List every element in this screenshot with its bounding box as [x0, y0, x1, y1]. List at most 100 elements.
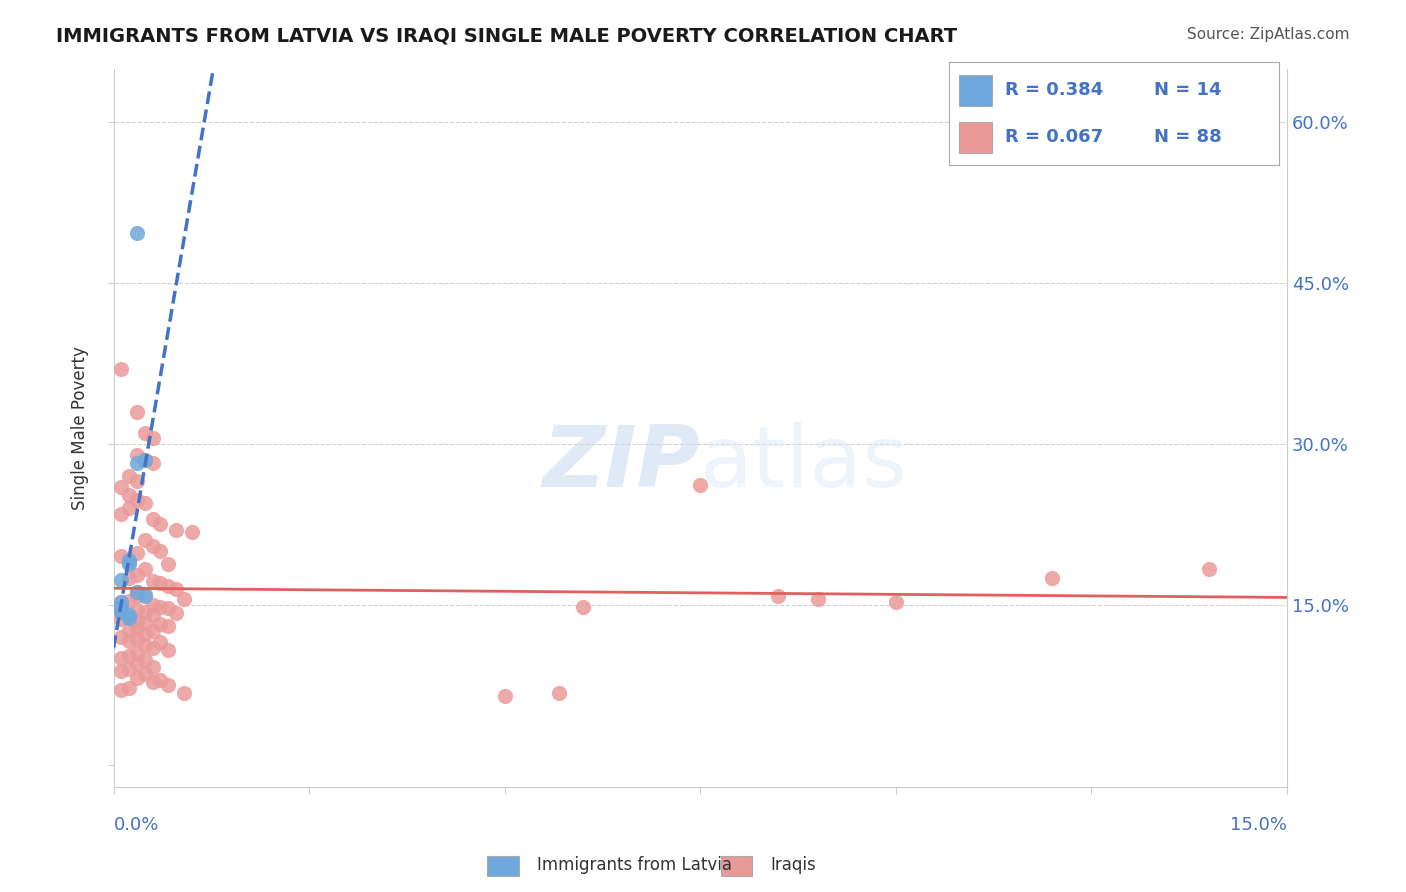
Point [142, 574, 165, 588]
Text: 15.0%: 15.0% [1230, 815, 1286, 834]
Point [110, 683, 132, 698]
Point [118, 594, 141, 608]
Point [125, 492, 148, 507]
Text: Source: ZipAtlas.com: Source: ZipAtlas.com [1187, 27, 1350, 42]
Point [110, 595, 132, 609]
Point [134, 626, 156, 640]
Point [149, 616, 172, 631]
Point [125, 614, 148, 628]
Point [125, 546, 148, 560]
Point [142, 512, 165, 526]
Text: R = 0.067: R = 0.067 [1005, 128, 1104, 146]
Point [157, 642, 180, 657]
Point [149, 599, 172, 614]
Point [142, 608, 165, 623]
FancyBboxPatch shape [959, 75, 993, 105]
Point [118, 557, 141, 571]
Point [149, 673, 172, 687]
Point [118, 501, 141, 516]
Point [134, 587, 156, 601]
Point [125, 567, 148, 582]
Text: Iraqis: Iraqis [770, 856, 817, 874]
Point [572, 599, 595, 614]
Point [165, 523, 187, 537]
Point [118, 681, 141, 696]
Point [134, 496, 156, 510]
Point [173, 685, 195, 699]
Text: ZIP: ZIP [543, 422, 700, 505]
Text: R = 0.384: R = 0.384 [1005, 81, 1104, 99]
Point [173, 592, 195, 607]
Point [142, 674, 165, 689]
Point [134, 453, 156, 467]
FancyBboxPatch shape [721, 856, 752, 876]
Text: atlas: atlas [700, 422, 908, 505]
Point [149, 635, 172, 649]
Point [110, 507, 132, 521]
Point [134, 533, 156, 548]
Point [118, 662, 141, 676]
FancyBboxPatch shape [486, 856, 519, 876]
Point [110, 664, 132, 678]
Point [689, 477, 711, 491]
Point [142, 640, 165, 655]
Point [118, 610, 141, 624]
Point [165, 606, 187, 620]
Point [149, 544, 172, 558]
Point [157, 619, 180, 633]
Point [110, 605, 132, 619]
Point [110, 599, 132, 614]
Point [1198, 562, 1220, 576]
Y-axis label: Single Male Poverty: Single Male Poverty [72, 346, 89, 509]
Point [125, 657, 148, 671]
Point [142, 456, 165, 470]
Point [125, 584, 148, 599]
Point [125, 456, 148, 470]
Point [118, 488, 141, 502]
Point [157, 557, 180, 571]
FancyBboxPatch shape [959, 122, 993, 153]
Point [1040, 571, 1063, 585]
Point [125, 589, 148, 603]
Point [180, 524, 202, 539]
Point [110, 573, 132, 587]
Point [134, 615, 156, 630]
Point [149, 517, 172, 532]
Point [118, 634, 141, 648]
Point [142, 432, 165, 446]
Point [125, 475, 148, 489]
Point [134, 605, 156, 619]
Point [118, 552, 141, 566]
Point [134, 589, 156, 603]
Point [110, 480, 132, 494]
Point [125, 671, 148, 685]
Point [118, 555, 141, 569]
Point [125, 404, 148, 418]
Text: IMMIGRANTS FROM LATVIA VS IRAQI SINGLE MALE POVERTY CORRELATION CHART: IMMIGRANTS FROM LATVIA VS IRAQI SINGLE M… [56, 27, 957, 45]
Point [118, 469, 141, 483]
Point [157, 579, 180, 593]
Point [118, 571, 141, 585]
Point [142, 539, 165, 553]
Point [134, 667, 156, 681]
Point [118, 610, 141, 624]
Point [110, 651, 132, 665]
Text: 0.0%: 0.0% [114, 815, 159, 834]
Point [118, 649, 141, 664]
Text: N = 14: N = 14 [1154, 81, 1222, 99]
Point [142, 660, 165, 674]
Point [157, 678, 180, 692]
Point [125, 603, 148, 617]
Point [125, 621, 148, 635]
Point [118, 624, 141, 638]
Point [110, 361, 132, 376]
Point [110, 630, 132, 644]
Point [149, 576, 172, 591]
Point [134, 639, 156, 653]
Point [110, 549, 132, 564]
Point [134, 426, 156, 441]
Point [134, 653, 156, 667]
Point [125, 646, 148, 660]
Point [110, 611, 132, 625]
Point [125, 632, 148, 646]
